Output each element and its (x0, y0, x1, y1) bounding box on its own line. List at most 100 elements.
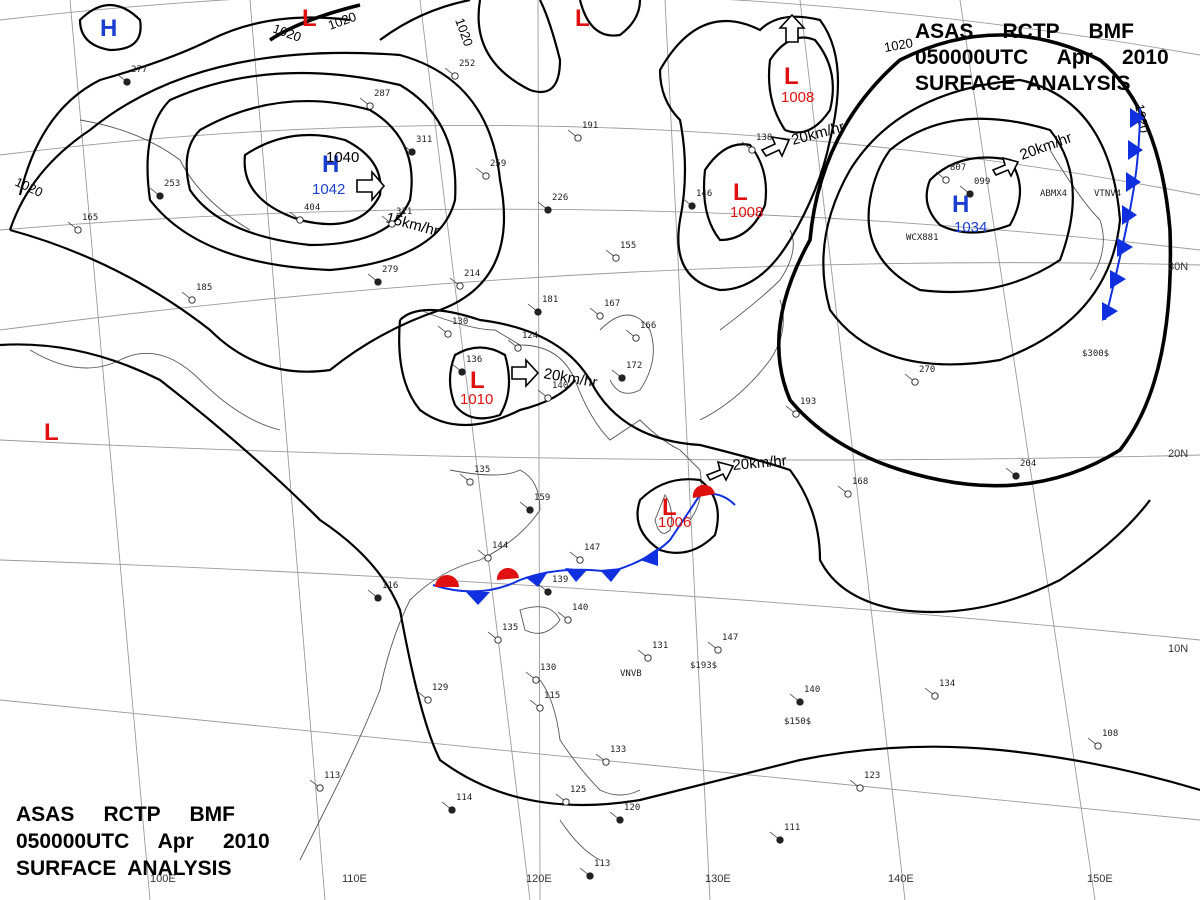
station-plot: 129 (417, 683, 448, 704)
station-cloud-cover-icon (616, 816, 624, 824)
station-pressure-value: 165 (82, 213, 98, 223)
station-pressure-value: 136 (466, 355, 482, 365)
station-pressure-value: 167 (604, 299, 620, 309)
isobar-pacific-high-2 (867, 117, 1074, 294)
station-pressure-value: 259 (490, 159, 506, 169)
station-ids: ABMX4 WCX881 VTNV4 VNVB $193$ $150$ $300$ (620, 189, 1121, 727)
isobar-low-1008-b (767, 36, 834, 134)
inland-boundary-1 (29, 349, 281, 431)
isobar-low-1010-ring (448, 346, 511, 420)
latitude-label-30n: 30N (1168, 261, 1188, 273)
station-plot: 185 (181, 283, 212, 304)
parallel-20n (0, 439, 1200, 461)
station-cloud-cover-icon (911, 378, 919, 386)
cold-front-symbol (1102, 302, 1118, 321)
cold-front-symbol (1117, 238, 1133, 257)
station-plot: 191 (567, 121, 598, 142)
cold-front-symbol (640, 548, 658, 566)
isobar-south-wrap (0, 343, 1200, 807)
station-cloud-cover-icon (931, 692, 939, 700)
station-plot: 134 (924, 679, 955, 700)
ship-station-id: $300$ (1082, 349, 1109, 359)
station-plot: 287 (359, 89, 390, 110)
station-plot: 147 (569, 543, 600, 564)
motion-arrow-icon (356, 169, 386, 203)
station-pressure-value: 115 (544, 691, 560, 701)
station-cloud-cover-icon (123, 78, 131, 86)
ship-station-id: $193$ (690, 661, 717, 671)
station-cloud-cover-icon (444, 330, 452, 338)
warm-front-symbol (496, 567, 519, 580)
ship-station-id: VTNV4 (1094, 189, 1121, 199)
station-plot: 140 (789, 685, 820, 706)
central-pressure-value: 1006 (658, 514, 691, 531)
title-bottom-line-3: SURFACE ANALYSIS (16, 857, 232, 880)
station-plot: 135 (459, 465, 490, 486)
station-cloud-cover-icon (408, 148, 416, 156)
station-pressure-value: 131 (652, 641, 668, 651)
high-pressure-symbol: H (100, 15, 117, 42)
isobar-1020-north-thick (269, 3, 361, 42)
low-pressure-symbol: L (662, 494, 677, 521)
cold-front-symbol (1126, 172, 1141, 192)
station-cloud-cover-icon (526, 506, 534, 514)
parallel-10n (0, 559, 1200, 641)
station-plot: 130 (525, 663, 556, 684)
title-bottom-line-2: 050000UTC Apr 2010 (16, 830, 270, 853)
station-pressure-value: 252 (459, 59, 475, 69)
cold-front-symbol (466, 592, 490, 605)
isobar-pacific-high-1020 (776, 33, 1173, 488)
station-cloud-cover-icon (966, 190, 974, 198)
station-pressure-value: 123 (864, 771, 880, 781)
hainan-island (519, 606, 561, 634)
station-pressure-value: 139 (552, 575, 568, 585)
motion-arrow-icon (511, 357, 540, 389)
station-pressure-value: 140 (572, 603, 588, 613)
title-bottom-line-1: ASAS RCTP BMF (16, 803, 235, 826)
station-plot: 259 (475, 159, 506, 180)
meridian-100e (69, 0, 151, 900)
station-plot: 253 (149, 179, 180, 200)
station-cloud-cover-icon (374, 278, 382, 286)
parallel-30n (0, 262, 1200, 331)
station-cloud-cover-icon (296, 216, 304, 224)
station-cloud-cover-icon (466, 478, 474, 486)
station-pressure-value: 113 (594, 859, 610, 869)
isobar-label: 1020 (883, 35, 914, 55)
station-cloud-cover-icon (544, 394, 552, 402)
station-pressure-value: 146 (696, 189, 712, 199)
low-pressure-symbol: L (302, 5, 317, 32)
station-plot: 123 (849, 771, 880, 792)
station-plot: 113 (579, 859, 610, 880)
station-plot: 807 (935, 163, 966, 184)
station-pressure-value: 108 (1102, 729, 1118, 739)
isobar-low-1008-a (702, 143, 768, 242)
station-pressure-value: 166 (640, 321, 656, 331)
station-pressure-value: 099 (974, 177, 990, 187)
station-pressure-value: 270 (919, 365, 935, 375)
station-pressure-value: 181 (542, 295, 558, 305)
isobar-pacific-high-inner (925, 156, 1021, 234)
central-pressure-value: 1010 (460, 391, 493, 408)
parallel-40n (0, 124, 1200, 196)
isobar-label: 1020 (13, 174, 46, 200)
station-cloud-cover-icon (562, 798, 570, 806)
motion-arrow-icon (991, 156, 1020, 178)
isobar-1020-north (18, 16, 351, 196)
station-cloud-cover-icon (1094, 742, 1102, 750)
longitude-label-140e: 140E (888, 873, 914, 885)
title-block-bottom: ASAS RCTP BMF 050000UTC Apr 2010 SURFACE… (16, 803, 270, 880)
cold-front-symbol (1122, 205, 1137, 225)
station-pressure-value: 214 (464, 269, 480, 279)
isobar-north-low-1 (477, 0, 562, 93)
station-plot: 136 (451, 355, 482, 376)
station-cloud-cover-icon (844, 490, 852, 498)
station-cloud-cover-icon (536, 704, 544, 712)
station-pressure-value: 124 (522, 331, 538, 341)
station-plot: 181 (527, 295, 558, 316)
longitude-label-130e: 130E (705, 873, 731, 885)
title-top-line-3: SURFACE ANALYSIS (915, 72, 1131, 95)
isobar-north-seg (379, 0, 471, 41)
station-cloud-cover-icon (494, 636, 502, 644)
